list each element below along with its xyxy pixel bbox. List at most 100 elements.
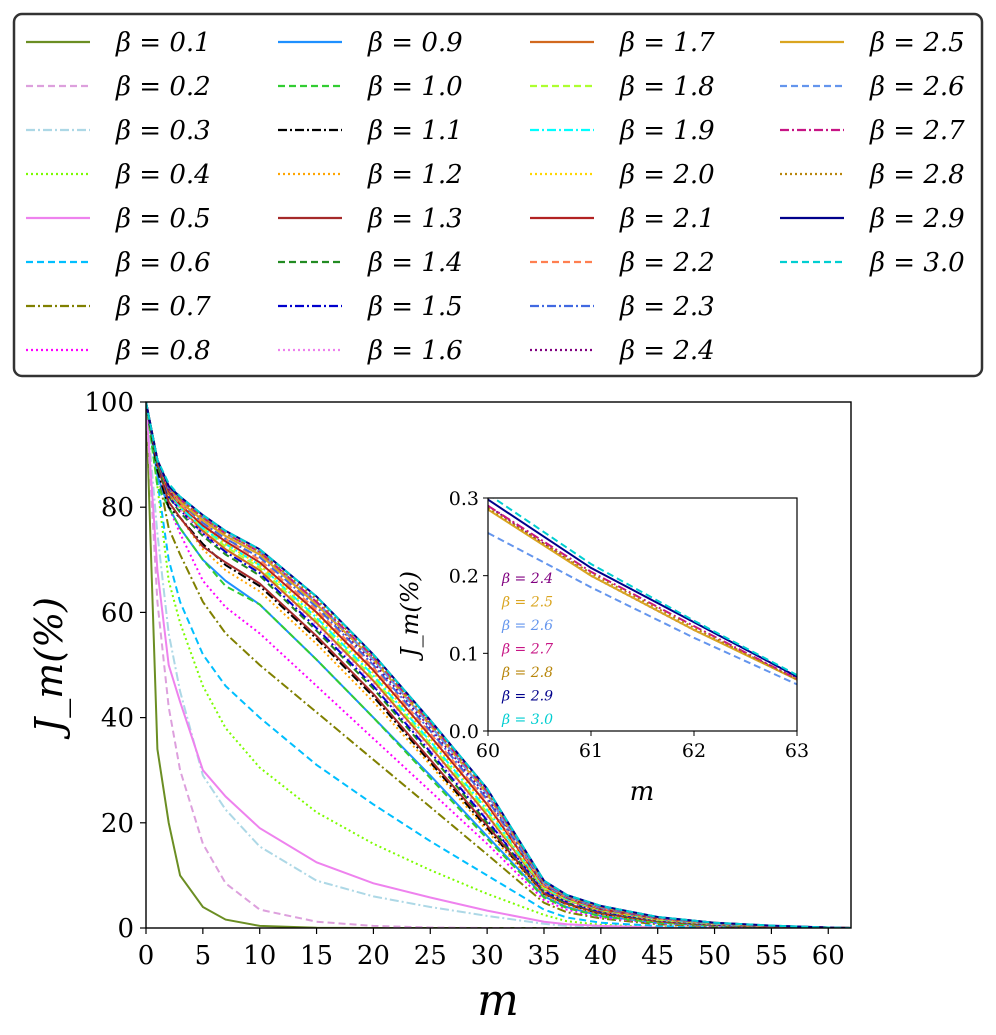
legend-label: β = 1.2 — [367, 160, 463, 190]
legend-item: β = 0.1 — [26, 28, 211, 58]
inset-x-tick-label: 62 — [682, 740, 706, 762]
inset-series-line — [488, 504, 797, 680]
series-line — [146, 402, 851, 928]
legend-label: β = 2.2 — [619, 248, 715, 278]
legend-item: β = 0.6 — [26, 248, 211, 278]
series-line — [146, 402, 851, 928]
legend-label: β = 1.4 — [367, 248, 463, 278]
legend-label: β = 0.1 — [115, 28, 211, 58]
legend-item: β = 2.6 — [780, 72, 965, 102]
x-tick-label: 50 — [698, 941, 731, 971]
legend-label: β = 1.0 — [367, 72, 463, 102]
legend-item: β = 1.8 — [530, 72, 715, 102]
legend-label: β = 0.8 — [115, 336, 211, 366]
series-line — [146, 402, 851, 928]
inset-legend-label: β = 2.6 — [501, 618, 553, 634]
legend-label: β = 0.3 — [115, 116, 211, 146]
inset-legend-label: β = 2.9 — [501, 689, 553, 705]
y-tick-label: 60 — [101, 598, 134, 628]
legend-label: β = 2.5 — [869, 28, 965, 58]
y-axis-label: J_m(%) — [27, 597, 72, 740]
legend-item: β = 2.4 — [530, 336, 715, 366]
legend-item: β = 2.8 — [780, 160, 965, 190]
inset-legend-label: β = 2.4 — [501, 571, 553, 587]
legend-label: β = 0.2 — [115, 72, 211, 102]
x-tick-label: 5 — [195, 941, 212, 971]
y-tick-label: 80 — [101, 493, 134, 523]
legend-label: β = 2.6 — [869, 72, 965, 102]
inset-y-tick-label: 0.3 — [449, 488, 479, 510]
legend-label: β = 2.8 — [869, 160, 965, 190]
legend-label: β = 0.6 — [115, 248, 211, 278]
legend-item: β = 1.9 — [530, 116, 715, 146]
x-tick-label: 20 — [357, 941, 390, 971]
legend-item: β = 1.6 — [278, 336, 463, 366]
inset-series-line — [488, 508, 797, 681]
legend-label: β = 0.7 — [115, 292, 211, 322]
legend-label: β = 2.4 — [619, 336, 715, 366]
inset-series-line — [488, 532, 797, 686]
legend-label: β = 2.3 — [619, 292, 715, 322]
legend-label: β = 1.7 — [619, 28, 715, 58]
legend-item: β = 1.3 — [278, 204, 463, 234]
inset-y-tick-label: 0.2 — [449, 566, 479, 588]
legend-item: β = 0.8 — [26, 336, 211, 366]
legend-item: β = 1.0 — [278, 72, 463, 102]
inset-x-tick-label: 61 — [579, 740, 603, 762]
series-line — [146, 402, 851, 928]
legend-label: β = 0.5 — [115, 204, 211, 234]
inset-legend-label: β = 3.0 — [501, 712, 553, 728]
legend-item: β = 0.2 — [26, 72, 211, 102]
legend: β = 0.1 β = 0.2 β = 0.3 β = 0.4 β = 0.5 β = 0… — [12, 12, 984, 378]
inset-x-tick-label: 60 — [476, 740, 500, 762]
inset-y-tick-label: 0.0 — [449, 721, 479, 743]
legend-label: β = 1.3 — [367, 204, 463, 234]
legend-label: β = 1.6 — [367, 336, 463, 366]
x-tick-label: 60 — [812, 941, 845, 971]
legend-item: β = 2.9 — [780, 204, 965, 234]
legend-label: β = 2.7 — [869, 116, 965, 146]
legend-label: β = 1.5 — [367, 292, 463, 322]
x-tick-label: 40 — [584, 941, 617, 971]
y-tick-label: 0 — [117, 914, 134, 944]
legend-item: β = 0.3 — [26, 116, 211, 146]
x-tick-label: 35 — [527, 941, 560, 971]
legend-item: β = 1.4 — [278, 248, 463, 278]
legend-frame — [12, 12, 984, 378]
x-axis-label: m — [477, 975, 519, 1026]
legend-label: β = 1.9 — [619, 116, 715, 146]
x-tick-label: 0 — [138, 941, 155, 971]
inset-y-tick-label: 0.1 — [449, 643, 479, 665]
legend-item: β = 2.2 — [530, 248, 715, 278]
main-axes-frame — [145, 401, 852, 929]
legend-item: β = 0.7 — [26, 292, 211, 322]
legend-item: β = 2.5 — [780, 28, 965, 58]
x-tick-label: 25 — [414, 941, 447, 971]
inset-series-line — [488, 498, 797, 678]
legend-item: β = 2.7 — [780, 116, 965, 146]
x-tick-label: 45 — [641, 941, 674, 971]
legend-item: β = 1.7 — [530, 28, 715, 58]
legend-label: β = 3.0 — [869, 248, 965, 278]
legend-label: β = 1.8 — [619, 72, 715, 102]
legend-label: β = 2.9 — [869, 204, 965, 234]
x-tick-label: 10 — [243, 941, 276, 971]
inset-x-axis-label: m — [630, 777, 655, 807]
legend-label: β = 0.4 — [115, 160, 211, 190]
x-tick-label: 30 — [471, 941, 504, 971]
inset-legend-label: β = 2.7 — [501, 642, 553, 658]
legend-item: β = 0.5 — [26, 204, 211, 234]
inset-legend-label: β = 2.5 — [501, 595, 553, 611]
y-tick-label: 40 — [101, 704, 134, 734]
legend-item: β = 2.1 — [530, 204, 715, 234]
series-line — [146, 402, 851, 928]
legend-label: β = 1.1 — [367, 116, 463, 146]
legend-label: β = 2.0 — [619, 160, 715, 190]
legend-item: β = 2.0 — [530, 160, 715, 190]
legend-item: β = 1.1 — [278, 116, 463, 146]
legend-item: β = 3.0 — [780, 248, 965, 278]
y-tick-label: 20 — [101, 809, 134, 839]
inset-background — [488, 498, 797, 731]
